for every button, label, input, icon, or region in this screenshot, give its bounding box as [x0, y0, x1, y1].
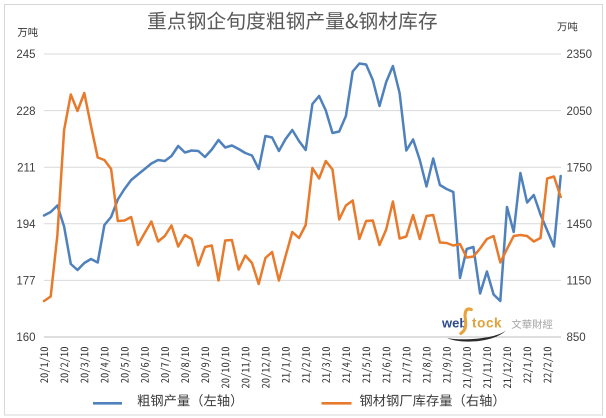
- svg-text:177: 177: [16, 276, 35, 288]
- svg-text:228: 228: [16, 106, 35, 118]
- svg-text:245: 245: [16, 49, 35, 61]
- svg-text:1450: 1450: [567, 219, 593, 231]
- svg-text:194: 194: [16, 219, 36, 231]
- svg-text:2050: 2050: [567, 106, 593, 118]
- svg-text:tock: tock: [472, 315, 502, 330]
- svg-text:1750: 1750: [567, 162, 593, 174]
- svg-text:2350: 2350: [567, 49, 593, 61]
- svg-text:web: web: [441, 315, 467, 330]
- svg-text:160: 160: [16, 332, 35, 344]
- svg-text:1150: 1150: [567, 276, 592, 288]
- svg-text:850: 850: [567, 332, 586, 344]
- svg-text:211: 211: [17, 162, 35, 174]
